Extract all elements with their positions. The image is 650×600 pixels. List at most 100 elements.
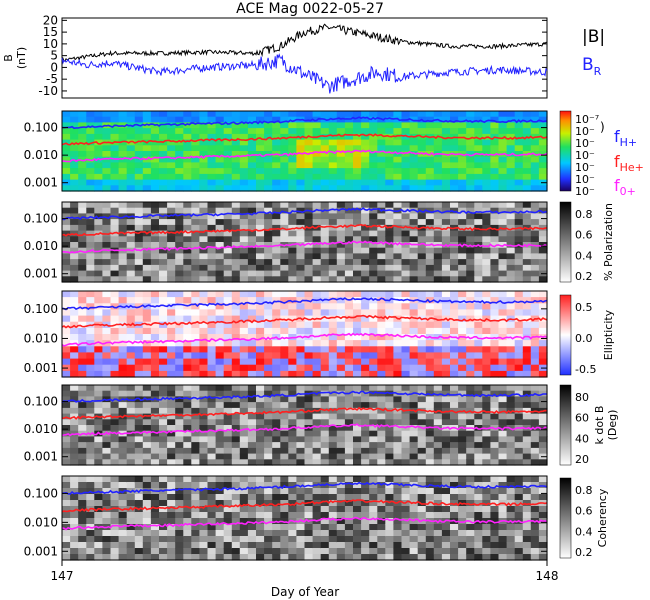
heat-cell <box>441 133 451 141</box>
heat-cell <box>296 402 306 409</box>
heat-cell <box>239 407 249 415</box>
heat-cell <box>490 396 500 403</box>
heat-cell <box>102 453 112 460</box>
heat-cell <box>506 297 516 304</box>
heat-cell <box>369 436 378 443</box>
heat-cell <box>175 402 184 409</box>
heat-cell <box>142 276 152 283</box>
heat-cell <box>159 536 168 543</box>
heat-cell <box>167 436 176 443</box>
heat-cell <box>450 327 459 335</box>
heat-cell <box>231 413 241 420</box>
heat-cell <box>199 270 209 277</box>
heat-cell <box>377 385 386 392</box>
heat-cell <box>78 185 87 192</box>
heat-cell <box>474 512 483 519</box>
colorbar-coherency-title: Coherency <box>596 488 609 547</box>
heat-cell <box>369 162 378 169</box>
heat-cell <box>312 358 322 366</box>
heat-cell <box>70 315 79 323</box>
heat-cell <box>320 413 330 420</box>
heat-cell <box>393 358 403 366</box>
heat-cell <box>183 276 192 283</box>
heat-cell <box>409 230 419 237</box>
heat-cell <box>86 133 95 141</box>
heat-cell <box>280 352 289 360</box>
heat-cell <box>369 168 378 175</box>
heat-cell <box>118 156 128 163</box>
heat-cell <box>264 321 273 329</box>
heat-cell <box>70 116 79 123</box>
heat-cell <box>361 524 370 531</box>
heat-cell <box>320 224 330 232</box>
heat-cell <box>239 447 249 455</box>
heat-cell <box>312 548 322 555</box>
heat-cell <box>369 518 378 525</box>
heat-cell <box>142 518 152 525</box>
heat-cell <box>78 548 87 555</box>
heat-cell <box>280 340 289 347</box>
heat-cell <box>215 122 225 129</box>
heat-cell <box>393 156 403 163</box>
heat-cell <box>530 370 540 378</box>
heat-cell <box>344 340 354 347</box>
heat-cell <box>110 309 120 317</box>
heat-cell <box>482 500 491 507</box>
heat-cell <box>272 542 281 549</box>
heat-cell <box>215 253 225 260</box>
heat-cell <box>312 436 322 443</box>
heat-cell <box>191 554 200 561</box>
heat-cell <box>433 402 443 409</box>
heat-cell <box>231 476 241 483</box>
heat-cell <box>353 297 362 304</box>
heat-cell <box>296 536 306 543</box>
heat-cell <box>86 358 95 366</box>
heat-cell <box>312 402 322 409</box>
heat-cell <box>175 151 184 158</box>
heat-cell <box>522 340 532 347</box>
heat-cell <box>401 303 411 310</box>
heat-cell <box>110 315 120 323</box>
heat-cell <box>336 506 346 513</box>
heat-cell <box>482 419 491 426</box>
heat-cell <box>409 116 419 123</box>
heat-cell <box>159 207 168 214</box>
heat-cell <box>142 111 152 118</box>
heat-cell <box>296 352 306 360</box>
heat-cell <box>312 334 322 341</box>
heat-cell <box>159 111 168 118</box>
heat-cell <box>530 419 540 426</box>
heat-cell <box>498 494 508 501</box>
heat-cell <box>490 340 500 347</box>
heat-cell <box>514 506 524 513</box>
heat-cell <box>239 321 249 329</box>
heat-cell <box>498 476 508 483</box>
heat-cell <box>199 219 209 226</box>
heat-cell <box>514 151 524 158</box>
heat-cell <box>288 436 297 443</box>
heat-cell <box>385 168 394 175</box>
heat-cell <box>94 264 103 272</box>
heat-cell <box>466 453 475 460</box>
heat-cell <box>215 162 225 169</box>
heat-cell <box>506 219 516 226</box>
heat-cell <box>134 224 144 232</box>
heat-cell <box>288 358 297 366</box>
heat-cell <box>183 122 192 129</box>
heat-cell <box>490 554 500 561</box>
heat-cell <box>320 247 330 254</box>
heat-cell <box>199 291 209 298</box>
heat-cell <box>280 111 289 118</box>
heat-cell <box>458 488 467 495</box>
heat-cell <box>191 309 200 317</box>
heat-cell <box>247 548 257 555</box>
heat-cell <box>344 303 354 310</box>
heat-cell <box>62 512 71 519</box>
heat-cell <box>369 447 378 455</box>
heat-cell <box>264 139 273 146</box>
heat-cell <box>142 334 152 341</box>
heat-cell <box>288 247 297 254</box>
heat-cell <box>223 436 233 443</box>
heat-cell <box>134 116 144 123</box>
heat-cell <box>288 276 297 283</box>
